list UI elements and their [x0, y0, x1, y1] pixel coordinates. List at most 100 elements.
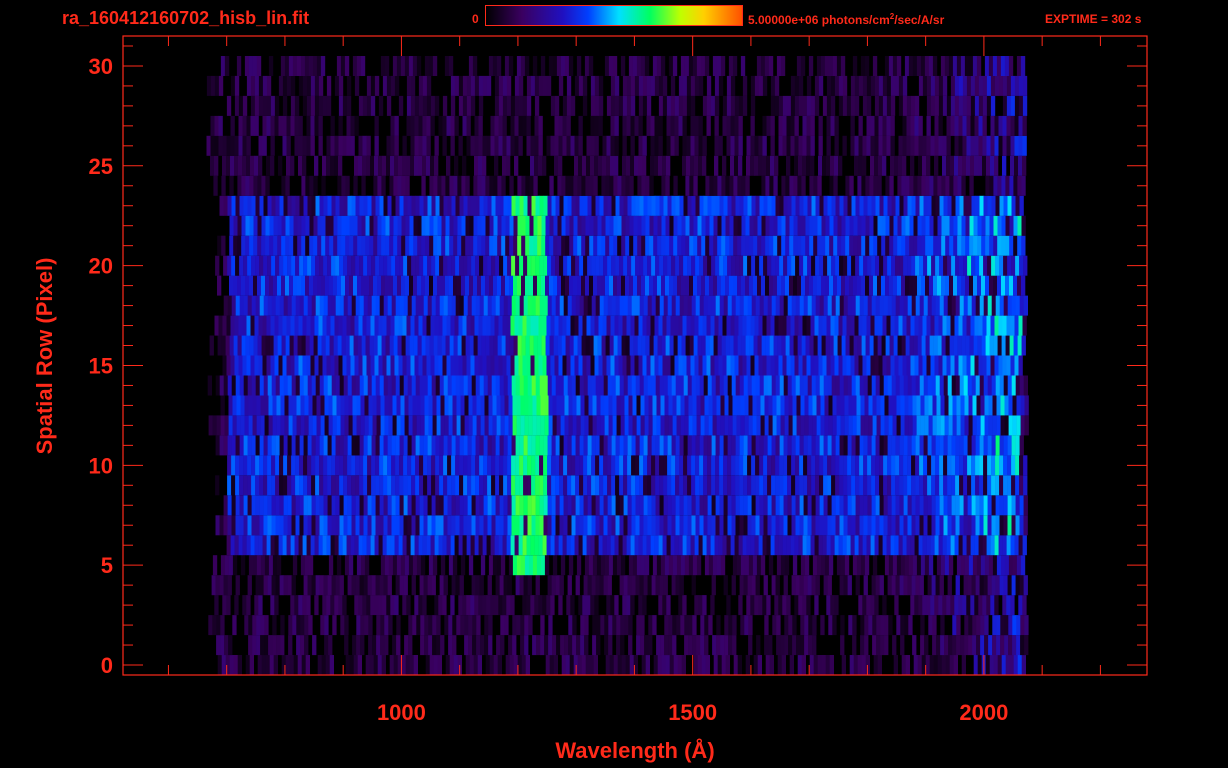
heatmap-cell	[778, 595, 783, 616]
heatmap-cell	[259, 375, 264, 396]
heatmap-cell	[803, 575, 808, 596]
heatmap-cell	[675, 575, 680, 596]
heatmap-cell	[756, 635, 761, 656]
heatmap-cell	[488, 395, 493, 416]
heatmap-cell	[658, 595, 663, 616]
heatmap-cell	[735, 455, 740, 476]
heatmap-cell	[275, 455, 280, 476]
heatmap-cell	[688, 615, 693, 636]
heatmap-cell	[962, 315, 967, 336]
heatmap-cell	[923, 295, 928, 316]
heatmap-cell	[307, 255, 312, 276]
heatmap-cell	[782, 535, 787, 556]
heatmap-cell	[511, 515, 516, 536]
heatmap-cell	[795, 495, 800, 516]
heatmap-cell	[220, 615, 225, 636]
heatmap-cell	[924, 635, 929, 656]
heatmap-cell	[536, 555, 542, 576]
heatmap-cell	[556, 415, 561, 436]
heatmap-cell	[706, 535, 711, 556]
heatmap-cell	[511, 295, 516, 316]
heatmap-cell	[583, 195, 588, 216]
heatmap-cell	[487, 575, 492, 596]
heatmap-cell	[591, 195, 596, 216]
heatmap-cell	[920, 635, 925, 656]
heatmap-cell	[275, 375, 280, 396]
heatmap-cell	[224, 555, 230, 576]
heatmap-cell	[774, 355, 779, 376]
heatmap-cell	[505, 335, 510, 356]
heatmap-cell	[734, 315, 739, 336]
heatmap-cell	[227, 515, 232, 536]
heatmap-cell	[430, 535, 435, 556]
heatmap-cell	[426, 155, 431, 176]
heatmap-cell	[423, 515, 428, 536]
heatmap-cell	[567, 575, 572, 596]
heatmap-cell	[293, 275, 298, 296]
heatmap-cell	[629, 175, 634, 196]
heatmap-cell	[624, 615, 629, 636]
heatmap-cell	[494, 535, 499, 556]
heatmap-cell	[455, 515, 460, 536]
heatmap-cell	[435, 495, 440, 516]
heatmap-cell	[514, 135, 519, 156]
heatmap-cell	[570, 355, 575, 376]
heatmap-cell	[482, 355, 487, 376]
heatmap-cell	[527, 495, 532, 516]
heatmap-cell	[355, 455, 360, 476]
heatmap-cell	[694, 155, 699, 176]
heatmap-cell	[740, 555, 746, 576]
heatmap-cell	[955, 495, 960, 516]
heatmap-cell	[721, 655, 726, 675]
heatmap-cell	[914, 355, 919, 376]
heatmap-cell	[292, 415, 297, 436]
heatmap-cell	[801, 215, 806, 236]
heatmap-cell	[636, 555, 642, 576]
heatmap-cell	[432, 555, 438, 576]
heatmap-cell	[273, 275, 278, 296]
heatmap-cell	[585, 175, 590, 196]
heatmap-cell	[545, 275, 550, 296]
heatmap-cell	[700, 415, 705, 436]
heatmap-cell	[340, 615, 345, 636]
heatmap-cell	[491, 475, 496, 496]
heatmap-cell	[359, 255, 364, 276]
heatmap-cell	[642, 595, 647, 616]
heatmap-cell	[859, 375, 864, 396]
heatmap-cell	[902, 155, 907, 176]
heatmap-cell	[471, 575, 476, 596]
heatmap-cell	[353, 655, 358, 675]
heatmap-cell	[640, 395, 645, 416]
heatmap-cell	[1019, 295, 1024, 316]
heatmap-cell	[279, 255, 284, 276]
heatmap-cell	[931, 295, 936, 316]
heatmap-cell	[254, 355, 259, 376]
heatmap-cell	[326, 535, 331, 556]
heatmap-cell	[979, 495, 984, 516]
heatmap-cell	[669, 655, 674, 675]
heatmap-cell	[928, 615, 933, 636]
heatmap-cell	[997, 275, 1002, 296]
heatmap-cell	[677, 215, 682, 236]
heatmap-cell	[881, 275, 886, 296]
heatmap-cell	[893, 215, 898, 236]
heatmap-cell	[904, 615, 909, 636]
heatmap-cell	[266, 155, 271, 176]
heatmap-cell	[481, 275, 486, 296]
heatmap-cell	[272, 555, 278, 576]
heatmap-cell	[687, 375, 692, 396]
heatmap-cell	[941, 655, 946, 675]
heatmap-cell	[841, 215, 846, 236]
heatmap-cell	[299, 255, 304, 276]
heatmap-cell	[285, 655, 290, 675]
heatmap-cell	[513, 335, 518, 356]
heatmap-cell	[389, 335, 394, 356]
heatmap-cell	[635, 255, 640, 276]
heatmap-cell	[511, 455, 516, 476]
heatmap-cell	[251, 295, 256, 316]
heatmap-cell	[771, 495, 776, 516]
heatmap-cell	[881, 215, 886, 236]
heatmap-cell	[368, 615, 373, 636]
heatmap-cell	[359, 375, 364, 396]
heatmap-cell	[1015, 455, 1020, 476]
